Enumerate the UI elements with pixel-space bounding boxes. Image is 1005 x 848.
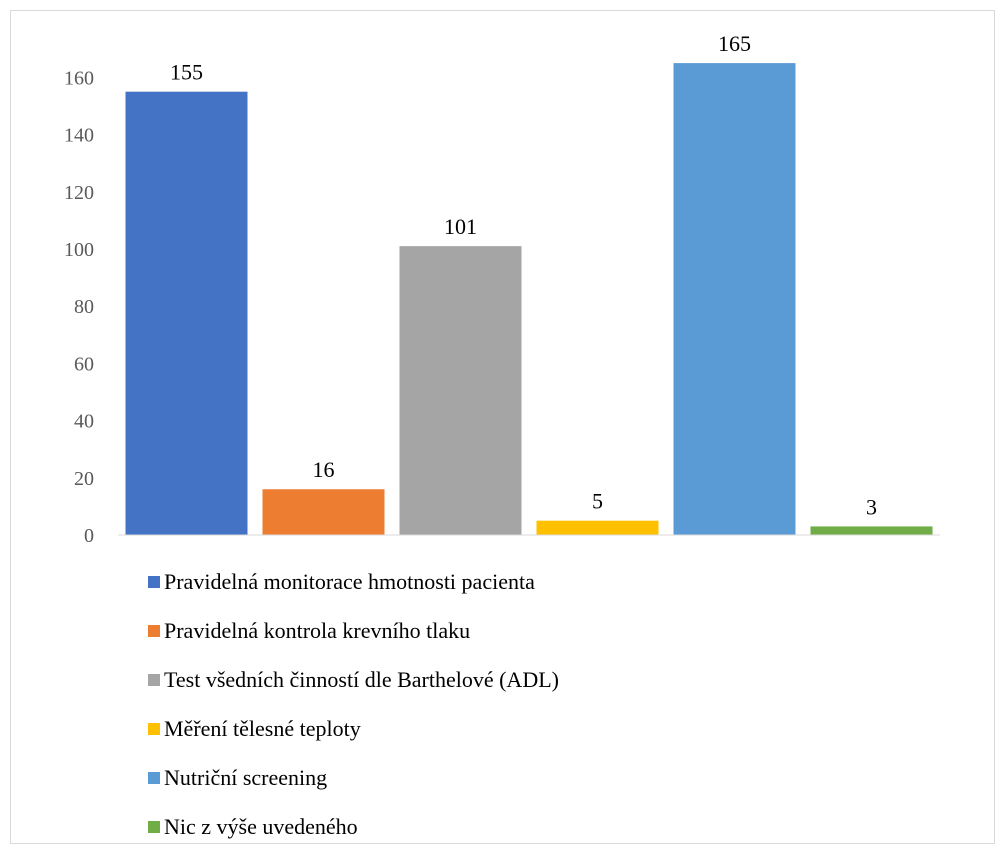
y-tick-label: 100	[64, 239, 94, 261]
data-labels: 155 16 101 5 165 3	[170, 31, 877, 519]
bar-value-label: 155	[170, 60, 203, 85]
y-axis: 0 20 40 60 80 100 120 140 160	[64, 67, 94, 547]
legend-swatch	[148, 723, 160, 735]
bar	[810, 526, 933, 535]
y-tick-label: 40	[74, 411, 94, 433]
bar-value-label: 3	[866, 494, 877, 519]
legend-swatch	[148, 821, 160, 833]
legend-label: Test všedních činností dle Barthelové (A…	[164, 667, 559, 692]
legend-label: Nutriční screening	[164, 765, 327, 790]
bar-value-label: 101	[444, 214, 477, 239]
bar-value-label: 165	[718, 31, 751, 56]
legend-item: Pravidelná kontrola krevního tlaku	[148, 618, 470, 643]
bar	[536, 520, 659, 535]
legend-label: Měření tělesné teploty	[164, 716, 361, 741]
y-tick-label: 60	[74, 353, 94, 375]
y-tick-label: 0	[84, 525, 94, 547]
legend-swatch	[148, 674, 160, 686]
bar	[125, 91, 248, 535]
legend-label: Pravidelná monitorace hmotnosti pacienta	[164, 569, 535, 594]
legend-swatch	[148, 772, 160, 784]
legend: Pravidelná monitorace hmotnosti pacienta…	[148, 569, 559, 839]
bar	[262, 489, 385, 535]
y-tick-label: 80	[74, 296, 94, 318]
y-tick-label: 120	[64, 182, 94, 204]
y-tick-label: 140	[64, 125, 94, 147]
legend-swatch	[148, 625, 160, 637]
bar-value-label: 5	[592, 489, 603, 514]
legend-label: Pravidelná kontrola krevního tlaku	[164, 618, 470, 643]
bar	[673, 63, 796, 535]
legend-item: Nutriční screening	[148, 765, 327, 790]
y-tick-label: 160	[64, 67, 94, 89]
bar	[399, 246, 522, 535]
legend-item: Pravidelná monitorace hmotnosti pacienta	[148, 569, 535, 594]
bar-value-label: 16	[313, 457, 335, 482]
legend-item: Nic z výše uvedeného	[148, 814, 358, 839]
legend-label: Nic z výše uvedeného	[164, 814, 358, 839]
legend-item: Měření tělesné teploty	[148, 716, 361, 741]
y-tick-label: 20	[74, 468, 94, 490]
bars	[125, 63, 933, 535]
legend-item: Test všedních činností dle Barthelové (A…	[148, 667, 559, 692]
legend-swatch	[148, 576, 160, 588]
